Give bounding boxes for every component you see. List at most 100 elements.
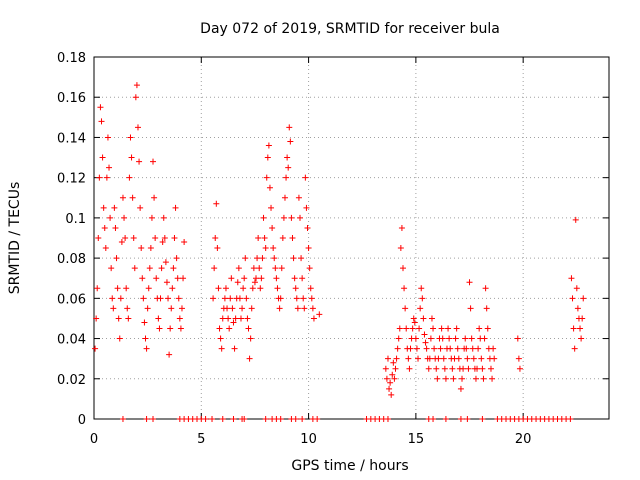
data-point (152, 235, 159, 241)
data-point (162, 259, 169, 266)
x-tick-label: 20 (515, 432, 532, 447)
data-point (240, 285, 247, 292)
data-point (175, 295, 182, 302)
data-point (295, 194, 302, 201)
data-point (103, 174, 110, 181)
data-point (463, 345, 470, 352)
data-point (577, 325, 584, 332)
data-point (227, 295, 234, 302)
data-point (516, 365, 523, 372)
data-point (472, 375, 479, 382)
data-point (279, 235, 286, 241)
data-point (219, 315, 226, 322)
data-point (449, 365, 456, 372)
data-point (158, 265, 165, 272)
data-point (143, 345, 150, 352)
y-tick-label: 0.12 (57, 172, 86, 187)
data-point (464, 355, 471, 362)
data-point (481, 335, 488, 342)
y-tick-label: 0.1 (65, 212, 86, 227)
data-point (280, 214, 287, 221)
data-point (292, 285, 299, 292)
data-point (102, 245, 109, 252)
data-point (395, 335, 402, 342)
data-point (292, 416, 299, 422)
data-point (430, 416, 437, 422)
data-point (121, 214, 128, 221)
data-point (161, 235, 168, 241)
data-point (272, 265, 279, 272)
data-point (281, 194, 288, 201)
data-point (144, 305, 151, 312)
data-point (234, 279, 241, 286)
data-point (302, 174, 309, 181)
data-point (242, 255, 249, 262)
data-point (411, 319, 418, 326)
data-point (423, 345, 430, 352)
y-tick-label: 0.02 (57, 373, 86, 388)
data-point (403, 325, 410, 332)
data-point (384, 416, 391, 422)
data-point (127, 134, 134, 141)
data-point (142, 335, 149, 342)
data-point (278, 265, 285, 272)
data-point (437, 345, 444, 352)
data-point (226, 325, 233, 332)
data-point (427, 335, 434, 342)
data-point (150, 158, 157, 165)
data-point (426, 355, 433, 362)
data-point (108, 265, 115, 272)
data-point (418, 285, 425, 292)
data-point (382, 365, 389, 372)
data-point (304, 224, 311, 231)
data-point (249, 285, 256, 292)
data-point (402, 305, 409, 312)
data-point (478, 355, 485, 362)
data-point (176, 315, 183, 322)
data-point (415, 355, 422, 362)
data-point (167, 325, 174, 332)
data-point (479, 416, 486, 422)
data-point (264, 154, 271, 161)
data-point (237, 315, 244, 322)
data-point (416, 325, 423, 332)
y-axis-label: SRMTID / TECUs (7, 182, 23, 295)
data-point (309, 305, 316, 312)
data-point (277, 416, 284, 422)
data-point (293, 295, 300, 302)
data-point (290, 255, 297, 262)
data-point (263, 174, 270, 181)
data-point (217, 335, 224, 342)
data-point (130, 235, 137, 241)
data-point (137, 204, 144, 211)
x-tick-labels: 0 5 10 15 20 (90, 432, 532, 447)
data-point (96, 174, 103, 181)
data-point (109, 295, 116, 302)
data-point (261, 235, 268, 241)
data-point (170, 265, 177, 272)
x-tick-label: 10 (300, 432, 317, 447)
data-point (92, 345, 99, 352)
data-point (445, 325, 452, 332)
data-point (440, 355, 447, 362)
data-point (491, 355, 498, 362)
data-point (268, 204, 275, 211)
data-point (417, 305, 424, 312)
data-point (100, 204, 107, 211)
data-point (571, 345, 578, 352)
data-point (248, 305, 255, 312)
data-point (277, 295, 284, 302)
data-point (241, 416, 248, 422)
data-point (459, 375, 466, 382)
data-point (222, 285, 229, 292)
data-point (409, 325, 416, 332)
data-point (166, 351, 173, 358)
data-point (288, 214, 295, 221)
data-point (570, 325, 577, 332)
data-point (112, 224, 119, 231)
data-point (454, 345, 461, 352)
data-point (246, 355, 253, 362)
y-tick-label: 0.08 (57, 252, 86, 267)
data-point (168, 305, 175, 312)
